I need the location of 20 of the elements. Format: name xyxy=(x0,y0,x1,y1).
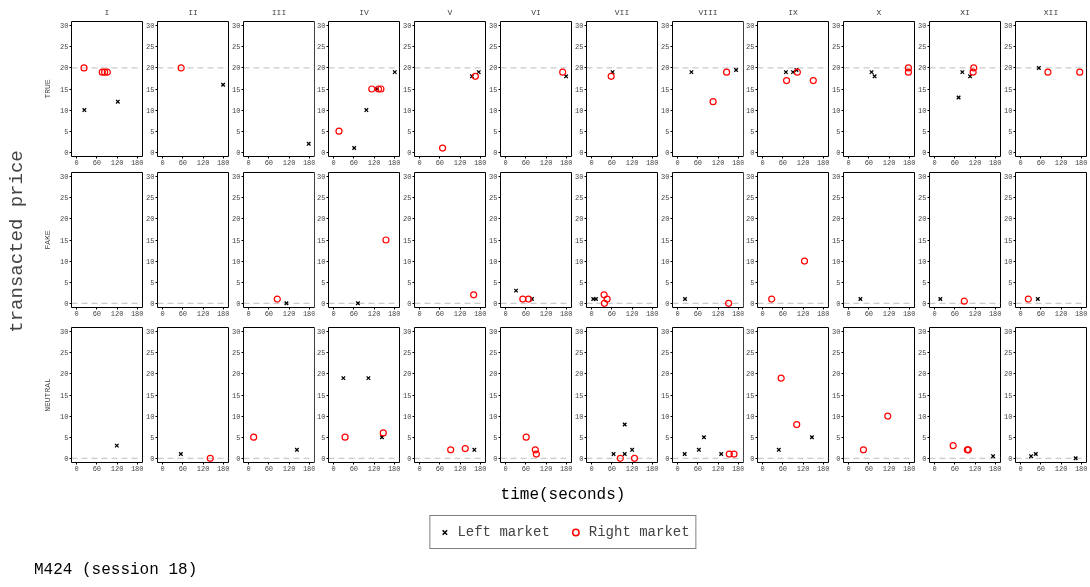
text: transacted price xyxy=(6,150,28,333)
chart-title: VIII xyxy=(697,7,718,17)
chart-title: IX xyxy=(788,7,799,17)
chart-title: V xyxy=(447,7,453,17)
chart-title: X xyxy=(876,7,882,17)
chart-title: VI xyxy=(531,7,541,17)
chart-title: III xyxy=(271,7,286,17)
text: M424 (session 18) xyxy=(34,561,198,579)
y-axis-title: TRUE xyxy=(43,79,53,99)
chart-title: II xyxy=(188,7,198,17)
y-axis-title: FAKE xyxy=(43,229,53,250)
legend-label: Left market xyxy=(457,524,550,540)
chart-title: XII xyxy=(1043,7,1058,17)
y-axis-title: NEUTRAL xyxy=(43,378,53,412)
chart-title: IV xyxy=(359,7,370,17)
chart-title: XI xyxy=(960,7,970,17)
text: time(seconds) xyxy=(499,486,627,504)
chart-title: I xyxy=(104,7,110,17)
chart-title: VII xyxy=(614,7,629,17)
legend-label: Right market xyxy=(588,524,690,540)
